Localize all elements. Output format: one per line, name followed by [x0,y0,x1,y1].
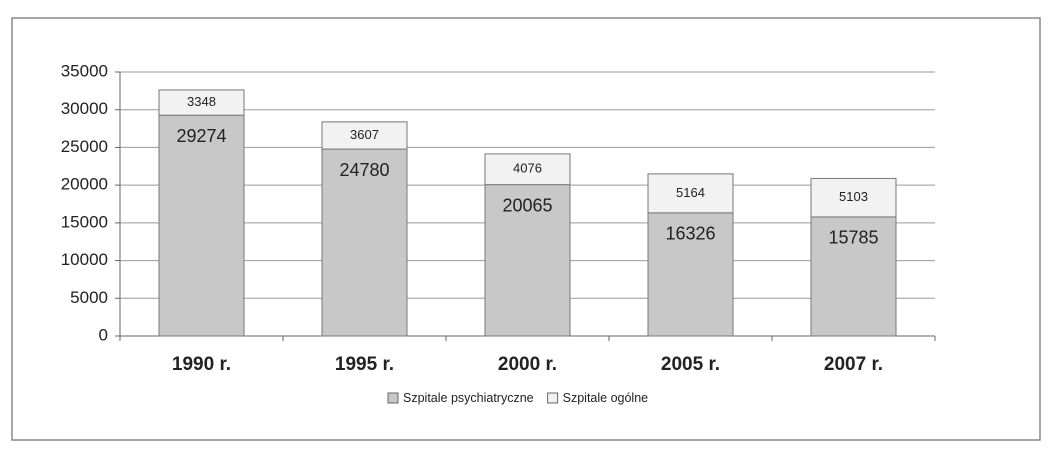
value-label: 16326 [665,224,715,244]
bar-segment [484,184,571,337]
value-label: 15785 [828,228,878,248]
y-tick-label: 5000 [70,288,108,307]
bar-segment [158,114,245,337]
x-tick-label: 1990 r. [172,354,231,375]
value-label: 5103 [839,189,868,204]
bar-segment [158,89,245,116]
legend-swatch [387,392,399,404]
legend-label: Szpitale ogólne [563,391,649,405]
x-tick-label: 1995 r. [335,354,394,375]
value-label: 3348 [187,94,216,109]
bar-segment [321,121,408,150]
bar-segment [484,153,571,186]
y-tick-label: 10000 [61,250,108,269]
value-label: 4076 [513,161,542,176]
x-tick-label: 2000 r. [498,354,557,375]
y-tick-label: 35000 [61,61,108,80]
bar-segment [321,148,408,337]
x-tick-label: 2007 r. [824,354,883,375]
y-tick-label: 0 [99,325,108,344]
y-tick-label: 20000 [61,175,108,194]
value-label: 20065 [502,195,552,215]
value-label: 5164 [676,185,705,200]
legend-swatch [547,392,559,404]
value-label: 24780 [339,160,389,180]
value-label: 3607 [350,127,379,142]
bar-segment [810,177,897,218]
value-label: 29274 [176,126,226,146]
bar-segment [647,212,734,337]
y-tick-label: 25000 [61,137,108,156]
legend-label: Szpitale psychiatryczne [403,391,534,405]
x-tick-label: 2005 r. [661,354,720,375]
bar-segment [810,216,897,337]
bar-segment [647,173,734,214]
y-tick-label: 30000 [61,99,108,118]
y-tick-label: 15000 [61,212,108,231]
